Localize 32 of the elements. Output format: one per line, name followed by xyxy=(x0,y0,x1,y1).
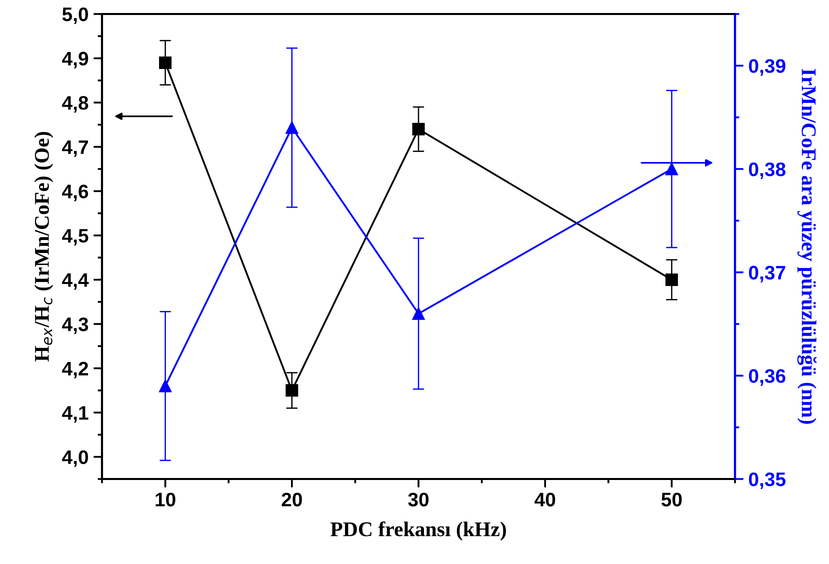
x-tick-label: 20 xyxy=(282,492,302,506)
x-tick-label: 50 xyxy=(661,492,682,506)
point xyxy=(286,384,298,397)
y-tick-label: 4,5 xyxy=(62,229,88,246)
y-axis-title: H$_{ex}$/H$_{c}$ (IrMn/CoFe) (Oe) xyxy=(34,132,54,362)
y-tick-label: 4,1 xyxy=(62,406,88,423)
x-tick-label: 40 xyxy=(534,492,556,506)
y-tick-label: 4,0 xyxy=(62,450,88,467)
point xyxy=(412,122,425,136)
y-tick-label: 4,9 xyxy=(62,52,88,68)
point xyxy=(159,56,172,69)
point xyxy=(159,380,172,392)
y2-tick-label: 0,39 xyxy=(748,59,786,76)
x-tick-label: 30 xyxy=(408,492,429,507)
y-tick-label: 4,4 xyxy=(62,273,89,290)
y2-tick-label: 0,36 xyxy=(748,369,786,386)
y-tick-label: 4,6 xyxy=(62,184,88,202)
x-tick-label: 10 xyxy=(156,492,176,506)
x-axis-title: PDC frekansı (kHz) xyxy=(330,521,506,541)
y-tick-label: 5,0 xyxy=(62,7,88,24)
point xyxy=(286,121,298,134)
point xyxy=(665,162,678,176)
point xyxy=(412,307,425,320)
y-tick-label: 4,2 xyxy=(62,362,88,378)
y2-axis-title: IrMn/CoFe ara yüzey pürüzlülüğü (nm) xyxy=(797,68,817,424)
y2-tick-label: 0,37 xyxy=(748,266,786,282)
y2-tick-label: 0,38 xyxy=(748,162,786,180)
point xyxy=(665,273,678,286)
y-tick-label: 4,3 xyxy=(62,317,88,334)
y-tick-label: 4,8 xyxy=(62,96,88,113)
y2-tick-label: 0,35 xyxy=(748,472,786,490)
y-tick-label: 4,7 xyxy=(62,140,88,157)
